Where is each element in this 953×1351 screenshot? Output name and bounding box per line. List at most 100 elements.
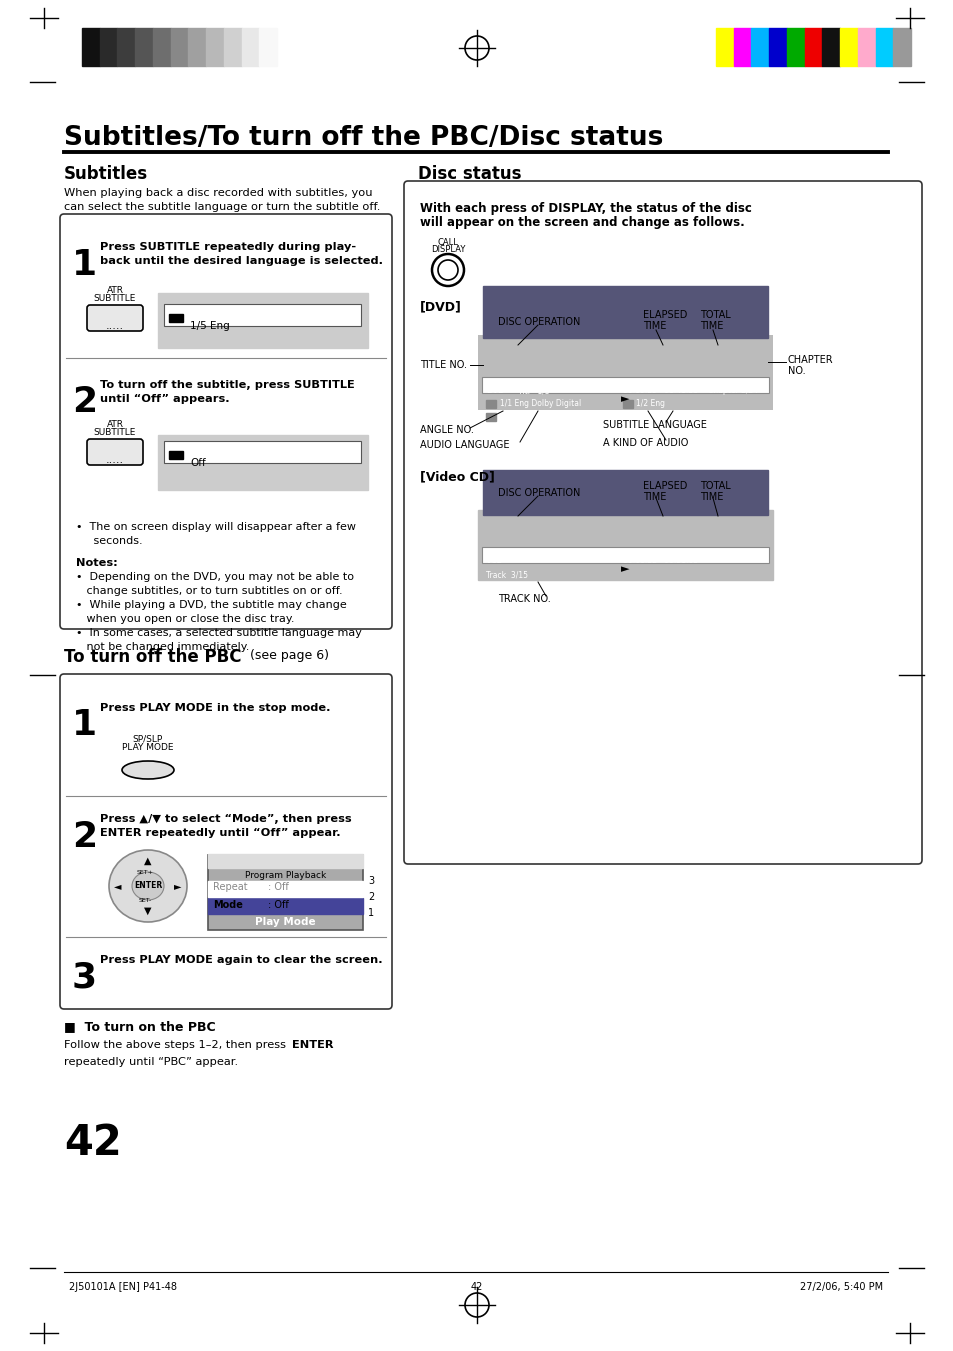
Bar	[135, 28, 152, 66]
Text: DISC OPERATION: DISC OPERATION	[497, 488, 579, 499]
Bar	[152, 28, 171, 66]
FancyBboxPatch shape	[164, 440, 360, 463]
Text: .....: .....	[106, 322, 124, 331]
Bar	[803, 28, 821, 66]
Text: ELAPSED: ELAPSED	[642, 481, 687, 490]
Bar	[622, 400, 633, 408]
Text: Notes:: Notes:	[76, 558, 117, 567]
Bar	[259, 28, 276, 66]
Text: VCD: VCD	[485, 557, 503, 565]
Text: 1/2 Eng: 1/2 Eng	[636, 399, 664, 408]
FancyBboxPatch shape	[60, 674, 392, 1009]
Bar	[208, 898, 363, 915]
Ellipse shape	[122, 761, 173, 780]
Text: Press SUBTITLE repeatedly during play-
back until the desired language is select: Press SUBTITLE repeatedly during play- b…	[100, 242, 382, 266]
Text: ATR: ATR	[107, 286, 123, 295]
Text: ■  To turn on the PBC: ■ To turn on the PBC	[64, 1020, 215, 1034]
Bar	[840, 28, 857, 66]
Text: TITLE NO.: TITLE NO.	[419, 359, 467, 370]
Text: To turn off the subtitle, press SUBTITLE
until “Off” appears.: To turn off the subtitle, press SUBTITLE…	[100, 380, 355, 404]
Bar	[208, 854, 363, 867]
Text: To turn off the PBC: To turn off the PBC	[64, 648, 241, 666]
Bar	[206, 28, 224, 66]
Text: Program Playback: Program Playback	[245, 870, 326, 880]
Text: SUBTITLE: SUBTITLE	[93, 295, 136, 303]
Text: will appear on the screen and change as follows.: will appear on the screen and change as …	[419, 216, 744, 230]
Text: SET-: SET-	[138, 897, 152, 902]
Text: ►: ►	[620, 394, 629, 404]
Bar	[100, 28, 117, 66]
Text: ►: ►	[174, 881, 182, 892]
Text: : Off: : Off	[268, 882, 289, 892]
Text: Press ▲/▼ to select “Mode”, then press
ENTER repeatedly until “Off” appear.: Press ▲/▼ to select “Mode”, then press E…	[100, 815, 352, 838]
Text: AUDIO LANGUAGE: AUDIO LANGUAGE	[419, 440, 509, 450]
FancyBboxPatch shape	[87, 305, 143, 331]
Text: ATR: ATR	[107, 420, 123, 430]
Text: repeatedly until “PBC” appear.: repeatedly until “PBC” appear.	[64, 1056, 238, 1067]
Bar	[169, 313, 183, 322]
Text: ◄: ◄	[114, 881, 122, 892]
FancyBboxPatch shape	[60, 213, 392, 630]
Bar	[482, 470, 767, 515]
Bar	[82, 28, 100, 66]
Ellipse shape	[132, 871, 164, 900]
Bar	[224, 28, 241, 66]
Text: Press PLAY MODE again to clear the screen.: Press PLAY MODE again to clear the scree…	[100, 955, 382, 965]
Text: Chapter 2/24: Chapter 2/24	[707, 386, 758, 394]
Text: TIME: TIME	[700, 322, 722, 331]
Text: Subtitles: Subtitles	[64, 165, 148, 182]
Text: 00:15:25   01:41:38: 00:15:25 01:41:38	[622, 386, 698, 394]
Text: ►: ►	[620, 563, 629, 574]
Text: With each press of DISPLAY, the status of the disc: With each press of DISPLAY, the status o…	[419, 203, 751, 215]
Bar	[188, 28, 206, 66]
Text: 27/2/06, 5:40 PM: 27/2/06, 5:40 PM	[799, 1282, 882, 1292]
Text: ▲: ▲	[144, 857, 152, 866]
Text: 2: 2	[71, 820, 97, 854]
Bar	[208, 881, 363, 897]
Text: TIME: TIME	[642, 492, 666, 503]
Text: (see page 6): (see page 6)	[246, 648, 329, 662]
Text: SP/SLP: SP/SLP	[132, 735, 163, 744]
Text: Track  3/15: Track 3/15	[485, 571, 527, 580]
FancyBboxPatch shape	[481, 547, 768, 563]
Text: 1/1: 1/1	[499, 412, 512, 422]
Bar	[786, 28, 803, 66]
Text: ENTER: ENTER	[133, 881, 162, 890]
Bar	[241, 28, 259, 66]
Text: TOTAL: TOTAL	[700, 481, 730, 490]
Text: When playing back a disc recorded with subtitles, you
can select the subtitle la: When playing back a disc recorded with s…	[64, 188, 380, 212]
Text: .....: .....	[106, 455, 124, 465]
Text: Follow the above steps 1–2, then press: Follow the above steps 1–2, then press	[64, 1040, 290, 1050]
Text: TRACK NO.: TRACK NO.	[497, 594, 550, 604]
Text: [DVD]: [DVD]	[419, 300, 461, 313]
Text: Repeat: Repeat	[213, 882, 248, 892]
Text: : Off: : Off	[268, 900, 289, 911]
Text: 1/1 Eng Dolby Digital: 1/1 Eng Dolby Digital	[499, 399, 580, 408]
Text: ENTER: ENTER	[292, 1040, 334, 1050]
Bar	[892, 28, 910, 66]
Text: A KIND OF AUDIO: A KIND OF AUDIO	[602, 438, 688, 449]
Text: Mode: Mode	[213, 900, 243, 911]
Text: TIME: TIME	[642, 322, 666, 331]
Text: 42: 42	[64, 1121, 122, 1165]
Text: 1/5 Eng: 1/5 Eng	[190, 322, 230, 331]
FancyBboxPatch shape	[403, 181, 921, 865]
Text: NO.: NO.	[787, 366, 804, 376]
Text: SUBTITLE LANGUAGE: SUBTITLE LANGUAGE	[602, 420, 706, 430]
Text: Off: Off	[190, 458, 206, 467]
Text: Subtitles/To turn off the PBC/Disc status: Subtitles/To turn off the PBC/Disc statu…	[64, 126, 662, 151]
Text: 3: 3	[71, 961, 97, 994]
Text: 42: 42	[471, 1282, 482, 1292]
Text: SUBTITLE: SUBTITLE	[93, 428, 136, 436]
Bar	[171, 28, 188, 66]
Bar	[857, 28, 875, 66]
Text: PLAY MODE: PLAY MODE	[122, 743, 173, 753]
Bar	[875, 28, 892, 66]
Text: ANGLE NO.: ANGLE NO.	[419, 426, 474, 435]
Ellipse shape	[109, 850, 187, 921]
Text: TOTAL: TOTAL	[700, 309, 730, 320]
Text: Play Mode: Play Mode	[254, 917, 315, 927]
Text: Disc status: Disc status	[417, 165, 521, 182]
Bar	[169, 451, 183, 459]
Bar	[821, 28, 840, 66]
